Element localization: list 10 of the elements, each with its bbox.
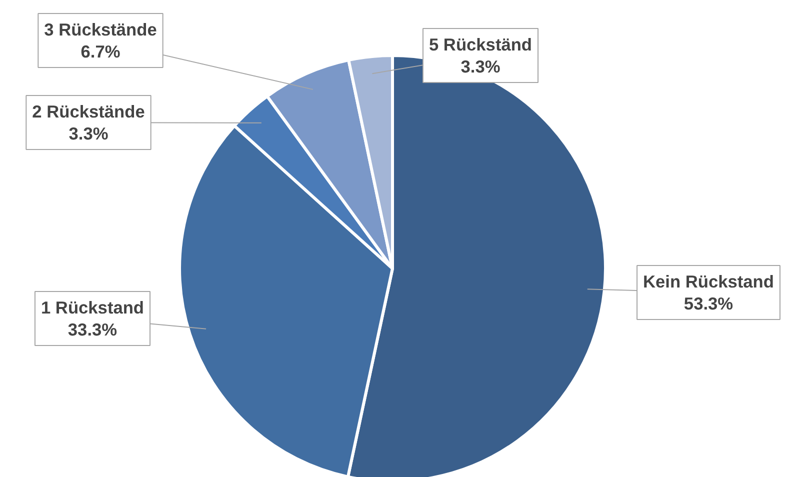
data-label: 3.3% xyxy=(68,124,108,144)
slice-label: Kein Rückstand xyxy=(643,272,774,292)
slice-label: 2 Rückstände xyxy=(32,102,146,122)
data-label: 3.3% xyxy=(460,56,500,76)
slice-label: 1 Rückstand xyxy=(40,298,144,318)
slice-label: 5 Rückständ xyxy=(428,34,532,54)
data-label: 6.7% xyxy=(80,42,120,62)
data-label: 53.3% xyxy=(684,294,734,314)
slice-label: 3 Rückstände xyxy=(44,20,158,40)
data-label: 33.3% xyxy=(68,320,118,340)
